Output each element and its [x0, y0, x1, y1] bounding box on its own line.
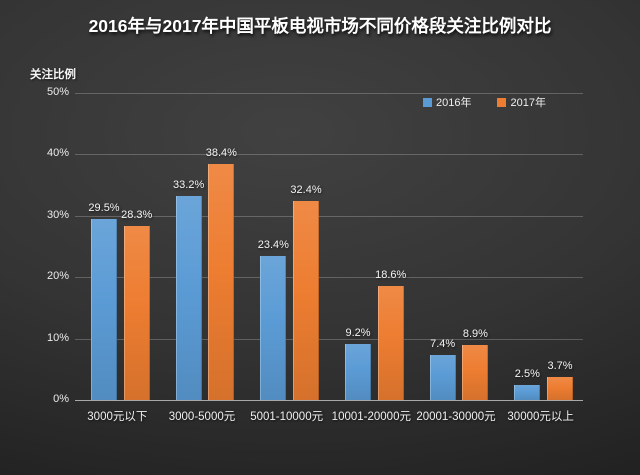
y-tick-label: 0% [53, 393, 69, 405]
bar-2016年-20001-30000元 [429, 354, 456, 400]
bar-data-label: 32.4% [290, 184, 322, 197]
x-category-label: 10001-20000元 [331, 411, 411, 423]
bar-data-label: 18.6% [375, 268, 407, 281]
bar-2016年-3000-5000元 [175, 196, 202, 400]
bar-data-label: 29.5% [88, 201, 120, 214]
gridline [75, 154, 583, 156]
bar-data-label: 9.2% [345, 326, 371, 339]
bar-data-label: 23.4% [257, 239, 289, 252]
legend-label: 2016年 [436, 97, 472, 109]
gridline [75, 338, 583, 340]
bar-2016年-5001-10000元 [260, 256, 287, 400]
bar-2017年-3000元以下 [123, 226, 150, 400]
legend-label: 2017年 [510, 97, 546, 109]
bar-data-label: 8.9% [462, 328, 488, 341]
y-axis-title: 关注比例 [30, 69, 76, 81]
y-tick-label: 30% [46, 208, 69, 221]
x-category-label: 20001-30000元 [416, 411, 496, 423]
bar-data-label: 2.5% [514, 367, 540, 380]
y-tick-label: 10% [46, 331, 69, 344]
gridline [75, 215, 583, 217]
bar-2017年-30000元以上 [547, 377, 574, 400]
x-category-label: 3000-5000元 [168, 411, 236, 423]
legend-item-2017年: 2017年 [497, 94, 546, 110]
bar-2016年-10001-20000元 [345, 343, 371, 400]
gridline [75, 277, 583, 279]
legend: 2016年 2017年 [423, 94, 546, 110]
chart-title: 2016年与2017年中国平板电视市场不同价格段关注比例对比 [88, 16, 552, 36]
bar-2017年-10001-20000元 [377, 285, 404, 400]
bar-data-label: 3.7% [547, 360, 573, 373]
x-category-label: 30000元以上 [507, 411, 574, 423]
legend-item-2016年: 2016年 [423, 94, 471, 110]
bar-data-label: 33.2% [173, 179, 205, 192]
bar-2017年-20001-30000元 [462, 345, 489, 400]
bar-2016年-3000元以下 [91, 218, 117, 400]
bar-data-label: 7.4% [430, 337, 456, 350]
bar-2017年-3000-5000元 [208, 164, 235, 400]
y-tick-label: 50% [46, 86, 69, 98]
x-category-label: 5001-10000元 [250, 411, 324, 423]
gridline [75, 93, 583, 94]
legend-swatch-icon [423, 97, 432, 107]
y-tick-label: 40% [46, 147, 69, 160]
bar-2016年-30000元以上 [514, 384, 541, 400]
legend-swatch-icon [497, 97, 507, 107]
x-axis-line [75, 400, 583, 401]
plot-area [75, 93, 583, 401]
bar-2017年-5001-10000元 [293, 201, 320, 400]
bar-data-label: 38.4% [205, 147, 237, 160]
y-tick-label: 20% [46, 270, 69, 283]
x-category-label: 3000元以下 [87, 411, 148, 423]
bar-data-label: 28.3% [121, 209, 153, 222]
